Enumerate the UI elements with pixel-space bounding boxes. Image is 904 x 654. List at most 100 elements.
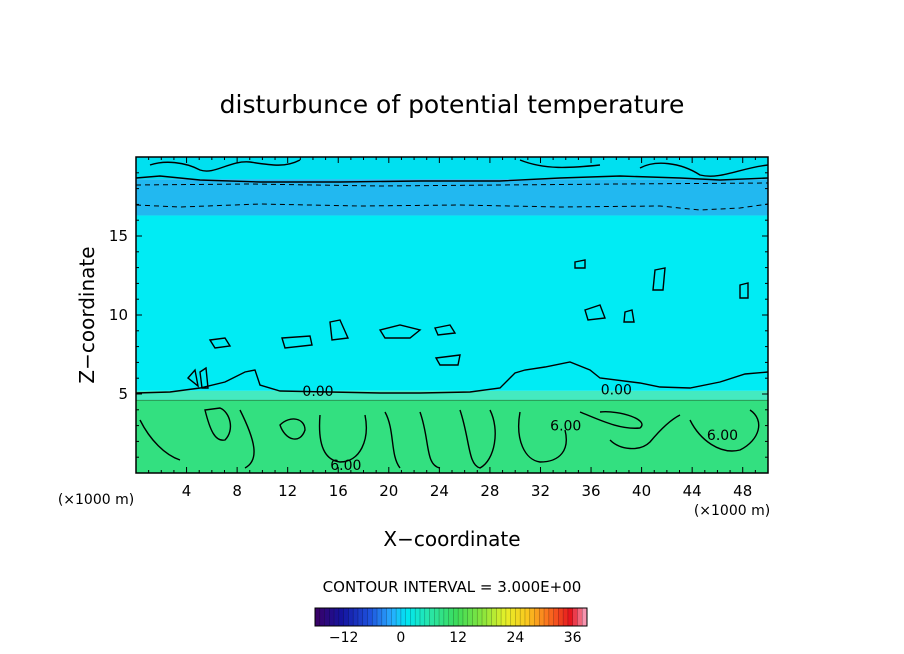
x-tick-label: 36 — [581, 482, 600, 500]
colorbar-swatch — [482, 608, 488, 626]
x-tick-label: 20 — [379, 482, 398, 500]
colorbar-swatch — [324, 608, 330, 626]
contour-small-cells — [186, 259, 749, 389]
colorbar-swatch — [553, 608, 559, 626]
colorbar-tick-label: 12 — [449, 630, 467, 646]
colorbar — [314, 607, 588, 627]
x-tick-label: 12 — [278, 482, 297, 500]
colorbar-swatch — [520, 608, 526, 626]
colorbar-swatch — [391, 608, 397, 626]
colorbar-swatch — [510, 608, 516, 626]
colorbar-swatch — [367, 608, 373, 626]
x-tick-label: 28 — [480, 482, 499, 500]
colorbar-swatch — [405, 608, 411, 626]
colorbar-swatch — [491, 608, 497, 626]
contour-label: 6.00 — [707, 428, 738, 444]
colorbar-swatch — [462, 608, 469, 626]
x-unit-label: (×1000 m) — [58, 492, 134, 508]
x-tick-label: 32 — [531, 482, 550, 500]
colorbar-swatch — [372, 608, 378, 626]
colorbar-swatch — [415, 608, 421, 626]
field-band-0 — [136, 400, 768, 473]
colorbar-swatch — [434, 608, 440, 626]
colorbar-swatch — [577, 608, 583, 626]
colorbar-swatch — [334, 608, 340, 626]
contour-interval-text: CONTOUR INTERVAL = 3.000E+00 — [323, 578, 582, 596]
field-band-4 — [136, 157, 768, 180]
colorbar-swatch — [419, 608, 426, 626]
colorbar-swatch — [319, 608, 325, 626]
z-unit-label: (×1000 m) — [694, 503, 770, 519]
colorbar-swatch — [386, 608, 392, 626]
colorbar-swatch — [410, 608, 416, 626]
colorbar-swatch — [315, 608, 321, 626]
contour-label: 6.00 — [330, 458, 361, 474]
colorbar-swatch — [544, 608, 550, 626]
colorbar-swatch — [429, 608, 435, 626]
contour-dashed-upper — [136, 182, 768, 187]
colorbar-swatch — [515, 608, 521, 626]
colorbar-swatch — [400, 608, 406, 626]
contour-label: 0.00 — [601, 382, 632, 398]
colorbar-swatch — [338, 608, 344, 626]
colorbar-swatch — [524, 608, 531, 626]
field-band-1 — [136, 390, 768, 401]
contour-line-zero-top — [149, 159, 768, 177]
colorbar-swatch — [501, 608, 507, 626]
x-tick-label: 4 — [182, 482, 192, 500]
colorbar-swatch — [548, 608, 554, 626]
colorbar-swatch — [563, 608, 569, 626]
colorbar-swatch — [377, 608, 383, 626]
contour-label: 0.00 — [302, 384, 333, 400]
colorbar-swatch — [396, 608, 402, 626]
plot-area: 0.00 0.00 6.00 6.00 6.00 — [136, 157, 768, 474]
colorbar-swatch — [529, 608, 535, 626]
y-tick-label: 5 — [118, 385, 128, 403]
x-tick-label: 44 — [683, 482, 702, 500]
colorbar-swatch — [357, 608, 364, 626]
x-tick-label: 24 — [430, 482, 449, 500]
colorbar-swatch — [443, 608, 449, 626]
x-axis-label: X−coordinate — [383, 527, 520, 551]
colorbar-swatch — [448, 608, 454, 626]
colorbar-tick-label: 24 — [507, 630, 525, 646]
colorbar-swatch — [472, 608, 478, 626]
colorbar-swatch — [458, 608, 464, 626]
x-tick-label: 48 — [733, 482, 752, 500]
colorbar-swatch — [467, 608, 473, 626]
colorbar-swatch — [362, 608, 368, 626]
contour-line-zero-upper — [136, 175, 768, 183]
colorbar-swatch — [477, 608, 483, 626]
colorbar-swatch — [539, 608, 545, 626]
x-tick-label: 40 — [632, 482, 651, 500]
x-tick-label: 8 — [232, 482, 242, 500]
colorbar-swatch — [329, 608, 335, 626]
contour-six-lobes — [139, 407, 760, 469]
colorbar-swatch — [486, 608, 492, 626]
colorbar-swatch — [582, 608, 588, 626]
contour-label: 6.00 — [550, 419, 581, 435]
colorbar-swatch — [348, 608, 354, 626]
colorbar-swatch — [505, 608, 511, 626]
y-axis-label: Z−coordinate — [75, 246, 99, 383]
contour-dashed-lower — [136, 203, 768, 211]
colorbar-swatch — [424, 608, 430, 626]
colorbar-swatch — [567, 608, 573, 626]
chart-title: disturbunce of potential temperature — [220, 90, 685, 119]
colorbar-frame — [314, 607, 588, 627]
colorbar-swatch — [534, 608, 540, 626]
contour-line-zero-lower — [136, 361, 768, 394]
colorbar-tick-label: −12 — [329, 630, 359, 646]
colorbar-tick-label: 36 — [564, 630, 582, 646]
colorbar-swatch — [572, 608, 578, 626]
field-band-2 — [136, 215, 768, 391]
x-tick-label: 16 — [329, 482, 348, 500]
colorbar-swatch — [439, 608, 445, 626]
colorbar-swatch — [453, 608, 459, 626]
colorbar-swatch — [496, 608, 502, 626]
colorbar-tick-label: 0 — [396, 630, 405, 646]
colorbar-swatch — [558, 608, 564, 626]
colorbar-swatch — [381, 608, 387, 626]
colorbar-swatch — [353, 608, 359, 626]
